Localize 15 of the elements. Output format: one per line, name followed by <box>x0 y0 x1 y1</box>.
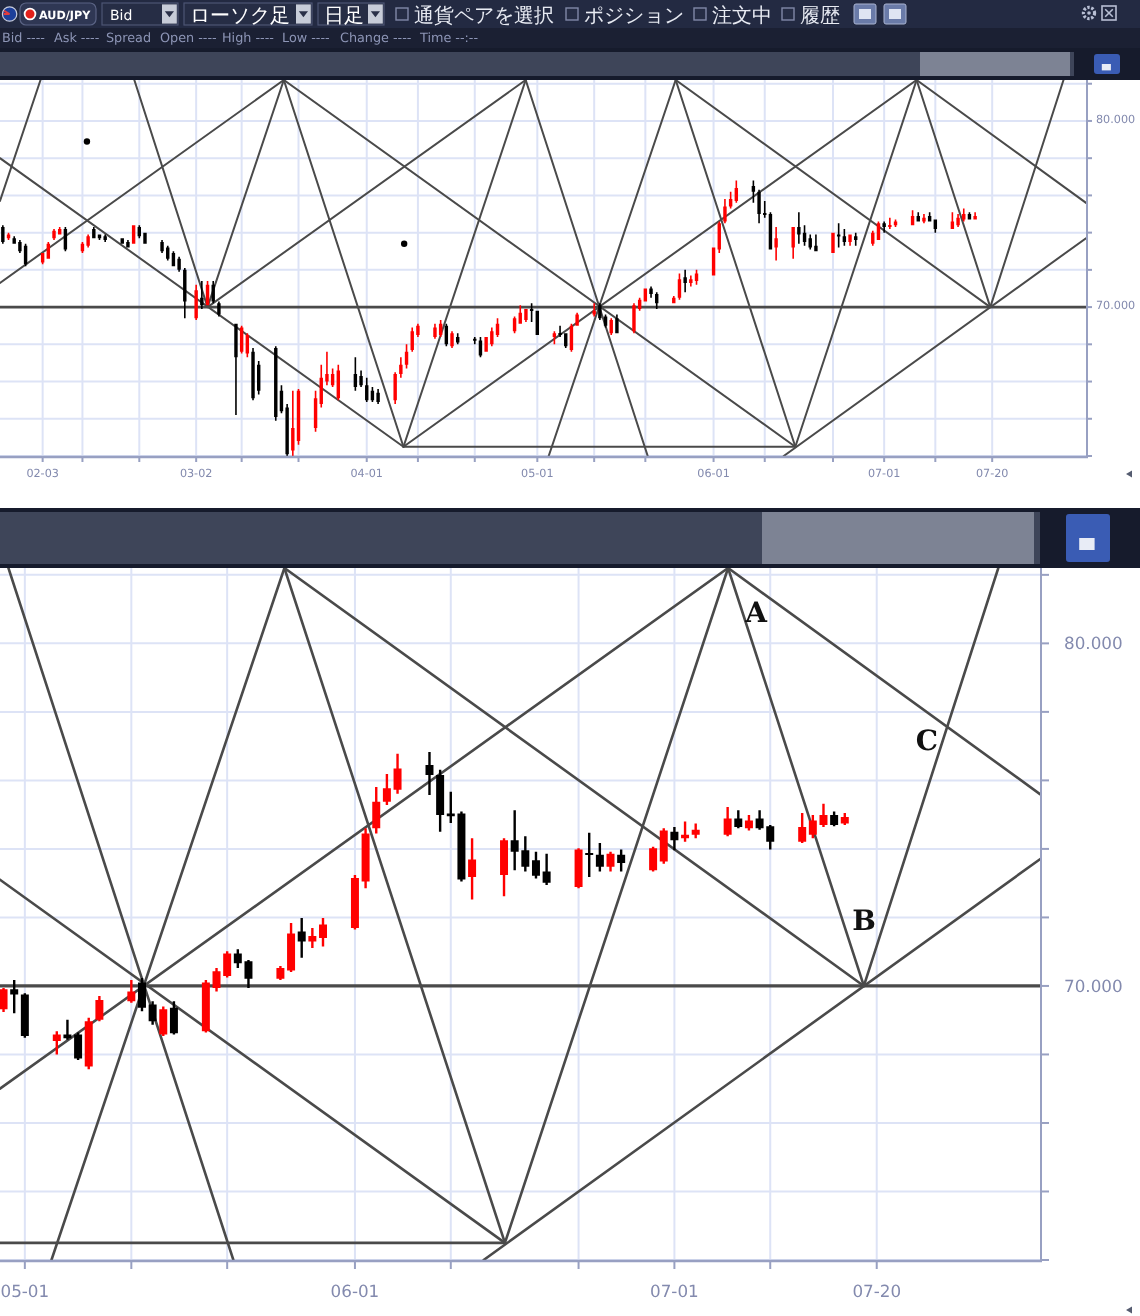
annotation: A <box>743 598 770 630</box>
text: ローソク足 <box>190 6 290 28</box>
x-tick-label: 07-01 <box>650 1281 699 1301</box>
annotation: B <box>852 906 877 938</box>
x-tick-label: 05-01 <box>0 1281 50 1301</box>
x-tick-label: 07-20 <box>852 1281 902 1301</box>
x-tick-label: 06-01 <box>330 1281 380 1301</box>
text: 注文中 <box>712 4 772 28</box>
text: 日足 <box>324 6 364 28</box>
text: 通貨ペアを選択 <box>414 4 554 28</box>
y-tick-label: 70.000 <box>1064 975 1123 996</box>
text: ポジション <box>584 6 684 28</box>
y-tick-label: 80.000 <box>1064 633 1123 654</box>
annotation: C <box>915 726 939 758</box>
text: 履歴 <box>800 6 840 28</box>
